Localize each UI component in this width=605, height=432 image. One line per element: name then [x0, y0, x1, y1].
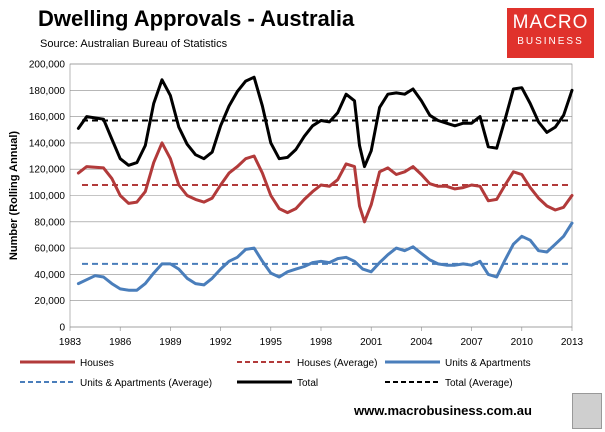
x-axis-ticks: 1983 1986 1989 1992 1995 1998 2001 2004 2007 2010… [59, 327, 584, 348]
legend-label-units-apartments: Units & Apartments [445, 358, 531, 369]
wolf-logo-icon [572, 393, 602, 429]
chart-source: Source: Australian Bureau of Statistics [40, 38, 228, 50]
x-tick-label: 1992 [209, 337, 232, 348]
y-tick-label: 160,000 [29, 112, 66, 123]
legend-label-total-average: Total (Average) [445, 378, 513, 389]
y-tick-label: 40,000 [34, 270, 65, 281]
legend-label-houses-average: Houses (Average) [297, 358, 377, 369]
legend-label-houses: Houses [80, 358, 114, 369]
y-tick-label: 60,000 [34, 244, 65, 255]
series-houses [76, 141, 574, 224]
series-layer [76, 75, 574, 292]
y-tick-label: 180,000 [29, 86, 66, 97]
x-tick-label: 1989 [159, 337, 182, 348]
macro-business-logo: MACRO BUSINESS [507, 8, 594, 58]
y-tick-label: 120,000 [29, 165, 66, 176]
y-tick-label: 100,000 [29, 191, 66, 202]
website-url[interactable]: www.macrobusiness.com.au [354, 403, 532, 418]
legend-label-total: Total [297, 378, 318, 389]
logo-line-1: MACRO [512, 12, 589, 33]
logo-line-2: BUSINESS [517, 36, 584, 47]
legend-label-units-apartments-average: Units & Apartments (Average) [80, 378, 212, 389]
chart-title: Dwelling Approvals - Australia [38, 6, 355, 31]
gridlines [70, 63, 572, 328]
y-tick-label: 200,000 [29, 60, 66, 71]
x-tick-label: 1986 [109, 337, 132, 348]
x-tick-label: 2013 [561, 337, 584, 348]
y-axis-ticks: 0 20,000 40,000 60,000 80,000 100,000 120,000 1… [29, 60, 66, 334]
x-tick-label: 1983 [59, 337, 82, 348]
x-tick-label: 2004 [410, 337, 433, 348]
x-tick-label: 2007 [460, 337, 483, 348]
series-total [76, 75, 574, 169]
y-tick-label: 80,000 [34, 217, 65, 228]
legend: Houses Houses (Average) Units & Apartments… [20, 358, 531, 389]
series-units-apartments [76, 221, 574, 292]
line-chart: 0 20,000 40,000 60,000 80,000 100,000 120,000 1… [8, 60, 584, 390]
y-axis-label: Number (Rolling Annual) [8, 131, 20, 260]
x-tick-label: 1998 [310, 337, 333, 348]
y-tick-label: 0 [59, 323, 65, 334]
x-tick-label: 2010 [511, 337, 534, 348]
x-tick-label: 1995 [260, 337, 283, 348]
y-tick-label: 140,000 [29, 138, 66, 149]
x-tick-label: 2001 [360, 337, 383, 348]
y-tick-label: 20,000 [34, 296, 65, 307]
